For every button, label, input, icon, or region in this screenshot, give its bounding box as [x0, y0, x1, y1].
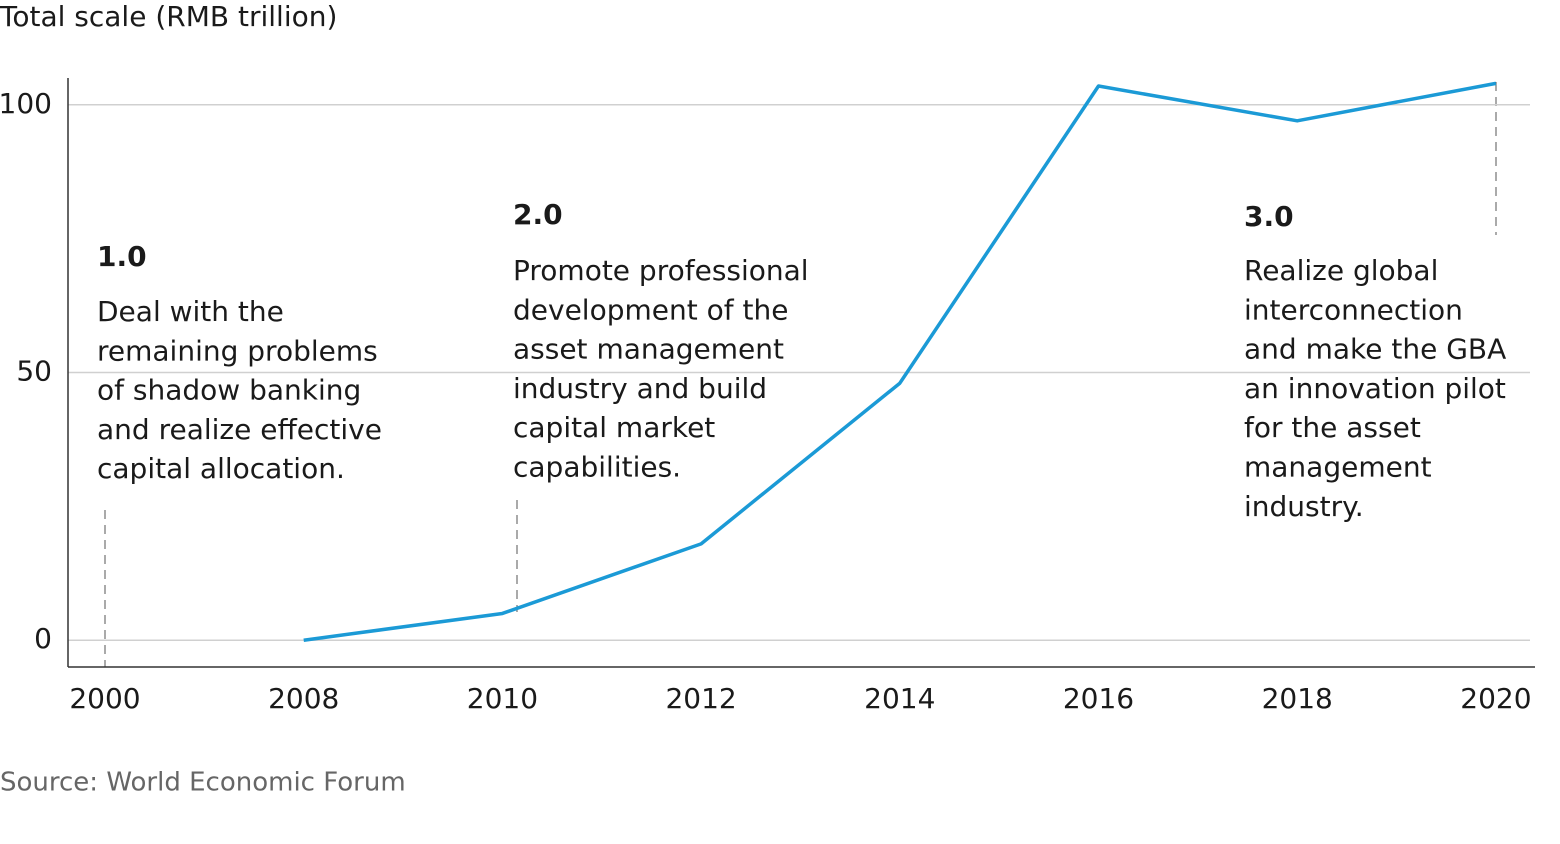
annotation-text: Realize global [1244, 254, 1438, 287]
x-tick-label: 2014 [864, 682, 935, 715]
annotation-text: development of the [513, 293, 788, 326]
x-tick-label: 2000 [69, 682, 140, 715]
source: Source: World Economic Forum [0, 768, 406, 798]
data-line [303, 81, 1497, 642]
annotation-text: industry. [1244, 490, 1364, 523]
annotation-heading: 1.0 [97, 240, 147, 273]
annotation-text: industry and build [513, 372, 767, 405]
x-tick-label: 2012 [665, 682, 736, 715]
annotation-text: of shadow banking [97, 374, 361, 407]
annotation-text: and make the GBA [1244, 333, 1506, 366]
annotation-text: capital market [513, 411, 715, 444]
annotation-text: Deal with the [97, 295, 284, 328]
annotation-text: Promote professional [513, 254, 809, 287]
annotation-text: and realize effective [97, 413, 382, 446]
annotation-text: asset management [513, 333, 784, 366]
y-tick-label: 50 [16, 355, 52, 388]
chart-title: Total scale (RMB trillion) [0, 0, 337, 33]
annotation-text: management [1244, 451, 1432, 484]
annotation-text: an innovation pilot [1244, 372, 1506, 405]
annotation-heading: 2.0 [513, 198, 563, 231]
x-tick-label: 2010 [467, 682, 538, 715]
y-tick-label: 0 [34, 622, 52, 655]
x-tick-label: 2018 [1262, 682, 1333, 715]
x-tick-label: 2020 [1460, 682, 1531, 715]
annotation-text: remaining problems [97, 334, 378, 367]
annotation-text: interconnection [1244, 293, 1463, 326]
x-tick-label: 2016 [1063, 682, 1134, 715]
annotation-heading: 3.0 [1244, 200, 1294, 233]
x-tick-label: 2008 [268, 682, 339, 715]
annotation-text: for the asset [1244, 411, 1421, 444]
annotation-text: capabilities. [513, 451, 681, 484]
y-tick-label: 100 [0, 87, 52, 120]
annotation-text: capital allocation. [97, 452, 345, 485]
